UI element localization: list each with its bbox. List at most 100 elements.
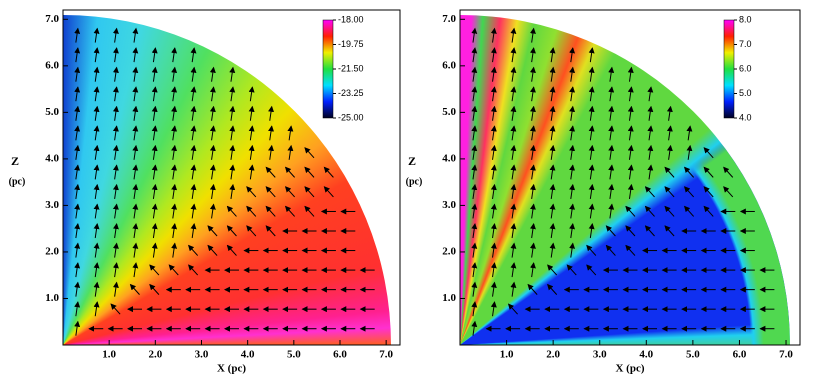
arrow bbox=[569, 203, 576, 219]
x-tick-label: 1.0 bbox=[500, 349, 514, 361]
arrow bbox=[132, 183, 139, 199]
arrow bbox=[112, 281, 119, 297]
arrow bbox=[627, 105, 634, 121]
arrow bbox=[151, 47, 158, 63]
arrow bbox=[229, 164, 236, 180]
arrow bbox=[112, 203, 119, 219]
arrow bbox=[284, 186, 296, 198]
x-tick-label: 2.0 bbox=[546, 349, 560, 361]
arrow bbox=[471, 203, 478, 219]
arrow bbox=[627, 125, 634, 141]
arrow bbox=[209, 203, 216, 219]
arrow bbox=[112, 183, 119, 199]
arrow bbox=[190, 164, 197, 180]
arrow bbox=[112, 144, 119, 160]
arrow bbox=[304, 205, 315, 217]
arrow bbox=[529, 125, 536, 141]
x-tick-label: 4.0 bbox=[241, 349, 255, 361]
arrow bbox=[510, 125, 517, 141]
arrow bbox=[549, 164, 556, 180]
arrow bbox=[229, 125, 236, 141]
arrow bbox=[209, 86, 216, 102]
arrow bbox=[151, 223, 158, 239]
arrow bbox=[171, 47, 178, 63]
y-tick-label: 7.0 bbox=[442, 13, 456, 25]
y-tick-label: 2.0 bbox=[45, 245, 59, 257]
arrow bbox=[471, 281, 478, 297]
arrow bbox=[284, 166, 296, 178]
arrow bbox=[207, 225, 218, 237]
arrow bbox=[171, 242, 178, 258]
arrow bbox=[246, 186, 257, 198]
colorbar-label: 7.0 bbox=[739, 39, 752, 49]
colorbar-label: 8.0 bbox=[739, 14, 752, 24]
y-tick-label: 4.0 bbox=[45, 152, 59, 164]
arrow bbox=[490, 125, 497, 141]
arrow bbox=[132, 164, 139, 180]
colorbar-label: -25.00 bbox=[338, 112, 364, 122]
arrow bbox=[151, 144, 158, 160]
arrow bbox=[284, 205, 296, 217]
arrow bbox=[471, 66, 478, 82]
arrow bbox=[74, 281, 81, 297]
arrow bbox=[605, 244, 616, 256]
arrow bbox=[132, 86, 139, 102]
arrow bbox=[171, 125, 178, 141]
x-tick-label: 6.0 bbox=[333, 349, 347, 361]
y-tick-label: 6.0 bbox=[442, 59, 456, 71]
arrow bbox=[246, 225, 257, 237]
arrow bbox=[608, 125, 615, 141]
arrow bbox=[566, 264, 577, 276]
arrow bbox=[149, 264, 160, 276]
arrow bbox=[112, 47, 119, 63]
arrow bbox=[112, 105, 119, 121]
arrow bbox=[74, 164, 81, 180]
arrow bbox=[569, 144, 576, 160]
arrow bbox=[510, 242, 517, 258]
arrow bbox=[666, 125, 673, 141]
arrow bbox=[471, 301, 478, 317]
arrow bbox=[129, 283, 140, 295]
y-tick-label: 6.0 bbox=[45, 59, 59, 71]
arrow bbox=[703, 205, 714, 217]
arrow bbox=[151, 125, 158, 141]
arrow bbox=[703, 166, 714, 178]
arrow bbox=[529, 203, 536, 219]
arrow bbox=[510, 183, 517, 199]
arrow bbox=[248, 105, 255, 121]
arrow bbox=[248, 164, 255, 180]
arrow bbox=[510, 262, 517, 278]
arrow bbox=[132, 105, 139, 121]
arrow bbox=[171, 203, 178, 219]
arrow bbox=[549, 183, 556, 199]
arrow bbox=[93, 105, 100, 121]
arrow bbox=[664, 166, 675, 178]
arrow bbox=[74, 66, 81, 82]
arrow bbox=[132, 125, 139, 141]
arrow bbox=[569, 105, 576, 121]
arrow bbox=[529, 27, 536, 43]
arrow bbox=[304, 186, 315, 198]
y-axis-unit: (pc) bbox=[406, 176, 423, 187]
arrow bbox=[132, 66, 139, 82]
arrow bbox=[171, 105, 178, 121]
arrow bbox=[490, 262, 497, 278]
arrow bbox=[93, 66, 100, 82]
arrow bbox=[190, 203, 197, 219]
arrow bbox=[268, 144, 275, 160]
arrow bbox=[686, 125, 693, 141]
arrow bbox=[226, 244, 237, 256]
x-tick-label: 3.0 bbox=[593, 349, 607, 361]
arrow bbox=[569, 47, 576, 63]
arrow bbox=[625, 205, 636, 217]
arrow bbox=[151, 183, 158, 199]
arrow bbox=[209, 125, 216, 141]
arrow bbox=[93, 301, 100, 317]
arrow bbox=[608, 144, 615, 160]
colorbar-label: 6.0 bbox=[739, 63, 752, 73]
arrow bbox=[287, 144, 294, 160]
arrow bbox=[93, 27, 100, 43]
arrow bbox=[171, 164, 178, 180]
